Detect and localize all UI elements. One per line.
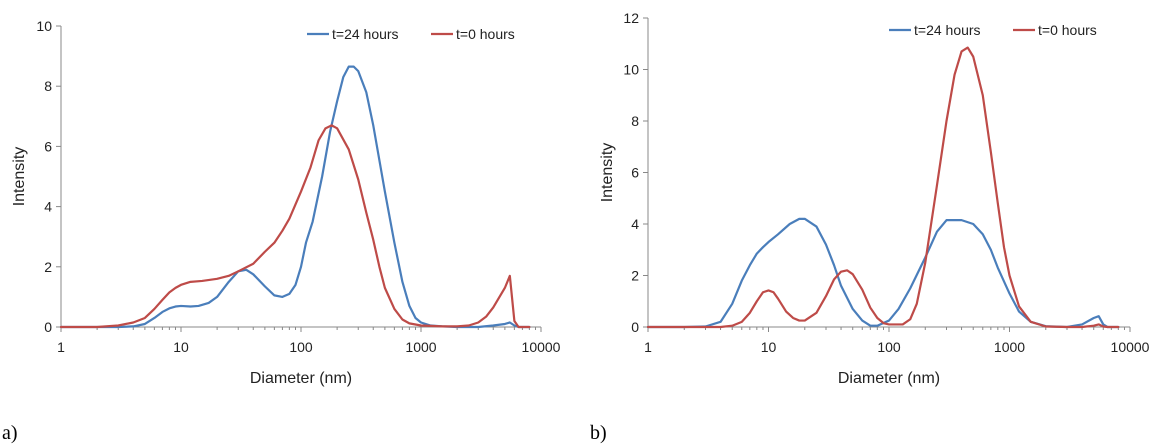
x-tick-label: 1000 xyxy=(405,339,436,355)
x-tick-label: 100 xyxy=(289,339,313,355)
y-tick-label: 6 xyxy=(631,165,639,181)
y-tick-label: 8 xyxy=(631,113,639,129)
y-axis-label: Intensity xyxy=(11,147,28,207)
legend: t=24 hours t=0 hours xyxy=(889,22,1097,38)
y-tick-label: 4 xyxy=(631,216,639,232)
x-tick-label: 1000 xyxy=(994,339,1025,355)
y-tick-label: 2 xyxy=(44,259,52,275)
x-tick-label: 1 xyxy=(644,339,652,355)
y-tick-label: 12 xyxy=(623,10,639,26)
y-tick-label: 6 xyxy=(44,138,52,154)
chart-b: 0 2 4 6 8 10 12 1 10 100 1000 10000 Diameter (nm) Int… xyxy=(590,10,1150,444)
legend: t=24 hours t=0 hours xyxy=(307,26,515,42)
x-tick-label: 1 xyxy=(57,339,65,355)
y-tick-label: 0 xyxy=(631,319,639,335)
x-tick-label: 100 xyxy=(877,339,901,355)
y-tick-label: 10 xyxy=(36,18,52,34)
series-line-t24 xyxy=(646,217,1120,329)
legend-label: t=0 hours xyxy=(456,26,515,42)
x-tick-label: 10000 xyxy=(1111,339,1150,355)
legend-label: t=0 hours xyxy=(1038,22,1097,38)
legend-label: t=24 hours xyxy=(914,22,981,38)
y-tick-label: 0 xyxy=(44,319,52,335)
y-tick-label: 8 xyxy=(44,78,52,94)
panel-label: b) xyxy=(590,422,607,444)
y-tick-label: 2 xyxy=(631,268,639,284)
x-tick-label: 10 xyxy=(173,339,189,355)
series-line-t24 xyxy=(59,65,531,329)
y-tick-label: 4 xyxy=(44,199,52,215)
x-tick-label: 10000 xyxy=(522,339,561,355)
y-tick-label: 10 xyxy=(623,62,639,78)
series-line-t0 xyxy=(59,124,531,329)
panel-label: a) xyxy=(2,422,18,444)
chart-a: 0 2 4 6 8 10 1 10 100 1000 10000 Diameter (nm) Inten… xyxy=(2,18,561,444)
y-axis-label: Intensity xyxy=(599,143,616,203)
x-axis-label: Diameter (nm) xyxy=(838,370,940,387)
legend-label: t=24 hours xyxy=(332,26,399,42)
series-line-t0 xyxy=(646,46,1120,329)
x-tick-label: 10 xyxy=(761,339,777,355)
x-axis-label: Diameter (nm) xyxy=(250,370,352,387)
